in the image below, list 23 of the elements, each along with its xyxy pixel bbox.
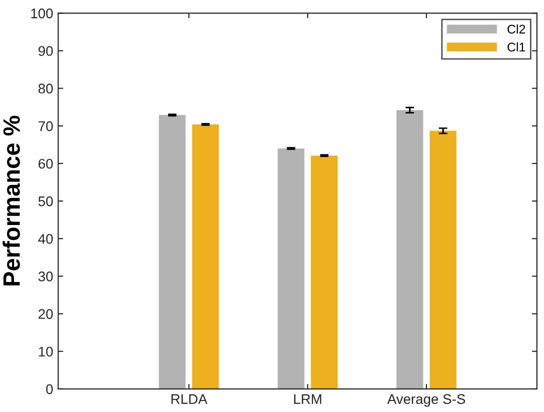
x-tick-label: Average S-S [387,394,466,407]
y-tick-label: 50 [38,196,53,206]
y-tick-label: 40 [38,234,53,244]
y-tick-label: 0 [46,384,53,394]
bar [430,130,456,389]
bar [310,156,338,389]
y-tick-label: 90 [38,46,53,56]
y-tick-label: 100 [31,8,53,18]
y-tick-label: 60 [38,158,53,169]
bar [278,148,304,389]
y-tick-label: 30 [38,272,53,282]
y-axis-title: Performance % [2,116,20,286]
bar [192,124,219,389]
y-tick-label: 20 [38,309,53,319]
y-tick-label: 10 [38,346,53,357]
bar [396,110,424,389]
legend-label: Cl1 [508,42,526,52]
y-tick-label: 80 [38,84,53,94]
y-tick-label: 70 [38,121,53,132]
x-tick-label: LRM [294,394,322,404]
legend-label: Cl2 [508,24,526,34]
bar [158,115,186,389]
x-tick-label: RLDA [171,394,208,404]
